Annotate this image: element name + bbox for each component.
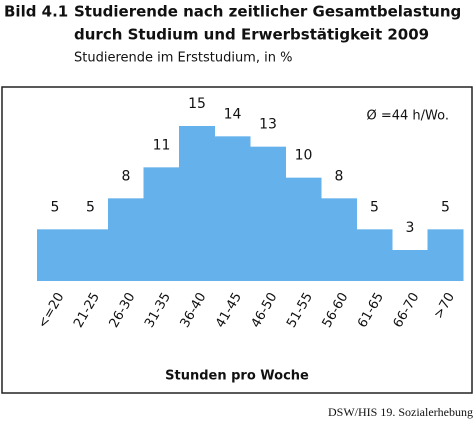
x-axis-label: Stunden pro Woche xyxy=(165,369,309,384)
x-tick-label: 31-35 xyxy=(142,290,174,330)
value-label: 13 xyxy=(259,117,277,133)
bar xyxy=(108,198,144,281)
chart-subtitle: Studierende im Erststudium, in % xyxy=(74,51,292,66)
x-tick-label: 26-30 xyxy=(107,290,139,330)
annotation: Ø =44 h/Wo. xyxy=(366,109,449,124)
x-tick-label: >70 xyxy=(431,290,458,321)
bar xyxy=(250,146,286,281)
value-label: 8 xyxy=(335,168,344,184)
x-tick-label: 21-25 xyxy=(71,290,103,330)
value-label: 3 xyxy=(406,220,415,236)
value-label: 5 xyxy=(51,199,60,215)
value-label: 5 xyxy=(370,199,379,215)
value-label: 10 xyxy=(295,148,313,164)
bar xyxy=(214,136,251,281)
x-tick-label: 41-45 xyxy=(213,290,245,330)
bar xyxy=(356,229,393,281)
x-tick-label: 56-60 xyxy=(320,290,352,330)
bar xyxy=(179,126,215,281)
value-label: 5 xyxy=(441,199,450,215)
value-label: 14 xyxy=(224,106,242,122)
value-label: 11 xyxy=(153,137,171,153)
chart-title: durch Studium und Erwerbstätigkeit 2009 xyxy=(74,26,429,44)
x-tick-label: 66-70 xyxy=(391,290,423,330)
bar xyxy=(72,229,109,281)
bar xyxy=(143,167,180,281)
value-label: 8 xyxy=(122,168,131,184)
bar xyxy=(37,229,73,281)
value-label: 5 xyxy=(86,199,95,215)
chart-title: Studierende nach zeitlicher Gesamtbelast… xyxy=(74,3,461,21)
value-label: 15 xyxy=(188,96,206,112)
bar xyxy=(427,229,464,281)
source: DSW/HIS 19. Sozialerhebung xyxy=(328,405,473,419)
figure-label: Bild 4.1 xyxy=(4,3,68,21)
x-tick-label: 61-65 xyxy=(355,290,387,330)
x-tick-label: 46-50 xyxy=(249,290,281,330)
bar xyxy=(321,198,357,281)
x-tick-label: <=20 xyxy=(35,290,67,331)
x-tick-label: 36-40 xyxy=(178,290,210,330)
bar xyxy=(285,177,322,281)
x-tick-label: 51-55 xyxy=(284,290,316,330)
plot-frame xyxy=(1,86,473,394)
bar xyxy=(392,250,428,281)
